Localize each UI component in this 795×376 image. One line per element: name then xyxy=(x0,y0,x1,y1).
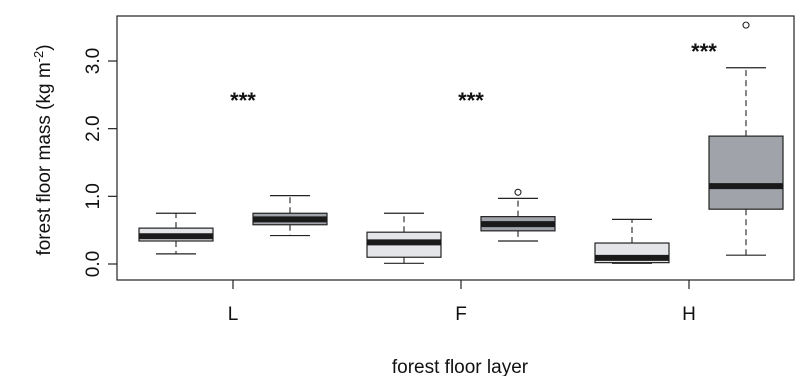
box-L-series-1 xyxy=(138,212,214,255)
iqr-box xyxy=(708,135,784,210)
y-tick-label: 3.0 xyxy=(83,48,104,74)
box-F-series-2 xyxy=(480,188,556,242)
plot-layer: *** *** *** xyxy=(138,21,784,264)
significance-marker: *** xyxy=(691,39,717,64)
outlier-point xyxy=(742,21,750,29)
box-H-series-1 xyxy=(594,218,670,264)
significance-marker: *** xyxy=(458,88,484,113)
axis-layer: 0.0 1.0 2.0 3.0 L F H xyxy=(83,15,795,325)
y-axis-title-superscript: -2 xyxy=(31,51,46,63)
plot-frame xyxy=(116,15,795,281)
x-axis-title: forest floor layer xyxy=(392,357,529,376)
x-tick-label: L xyxy=(228,304,239,325)
y-axis-title-suffix: ) xyxy=(34,44,55,50)
box-L-series-2 xyxy=(252,195,328,237)
y-tick-label: 1.0 xyxy=(83,183,104,209)
significance-marker: *** xyxy=(230,88,256,113)
outlier-point xyxy=(514,188,522,196)
box-H-series-2 xyxy=(708,21,784,256)
box-F-series-1 xyxy=(366,212,442,264)
x-tick-label: F xyxy=(455,304,467,325)
y-tick-label: 0.0 xyxy=(83,251,104,277)
y-axis-title: forest floor mass (kg m-2) xyxy=(31,44,56,255)
x-tick-label: H xyxy=(682,304,696,325)
y-tick-label: 2.0 xyxy=(83,115,104,141)
y-axis-title-main: forest floor mass (kg m xyxy=(34,62,55,255)
